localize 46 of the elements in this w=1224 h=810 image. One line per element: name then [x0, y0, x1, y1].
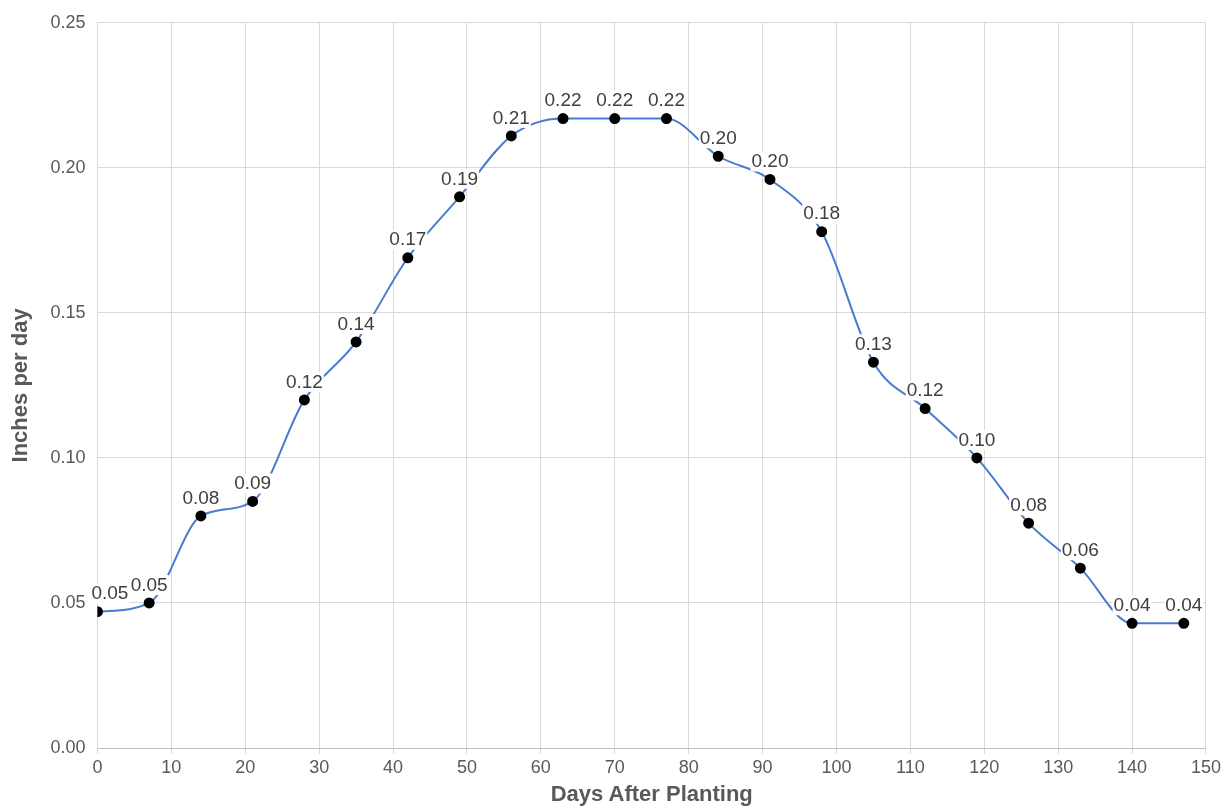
x-tick-label: 70 [604, 756, 625, 777]
data-label: 0.13 [854, 332, 892, 354]
y-tick-label: 0.25 [50, 11, 86, 32]
data-label: 0.06 [1061, 538, 1099, 560]
y-tick-label: 0.00 [50, 736, 86, 757]
data-label: 0.21 [492, 106, 530, 128]
x-tick-label: 120 [969, 756, 1000, 777]
data-label: 0.20 [751, 150, 789, 172]
x-tick-label: 110 [896, 756, 925, 777]
x-tick-label: 60 [530, 756, 551, 777]
data-label: 0.12 [906, 379, 944, 401]
x-tick-label: 150 [1190, 756, 1222, 777]
y-tick-label: 0.15 [50, 301, 86, 322]
x-tick-label: 80 [678, 756, 699, 777]
x-tick-label: 10 [161, 756, 182, 777]
data-label: 0.12 [285, 370, 323, 392]
data-label: 0.22 [596, 89, 634, 111]
x-tick-label: 40 [383, 756, 404, 777]
y-tick-label: 0.05 [50, 591, 86, 612]
x-tick-label: 30 [309, 756, 330, 777]
data-label: 0.14 [337, 312, 376, 334]
x-tick-label: 20 [235, 756, 256, 777]
data-label: 0.22 [648, 89, 685, 111]
data-label: 0.19 [441, 167, 479, 189]
data-label: 0.08 [1010, 493, 1048, 515]
data-label: 0.18 [803, 202, 841, 224]
x-tick-label: 0 [92, 756, 103, 777]
x-axis-title: Days After Planting [550, 780, 753, 806]
data-label: 0.09 [234, 472, 272, 494]
data-label: 0.17 [389, 228, 427, 250]
x-tick-label: 50 [456, 756, 477, 777]
y-axis-title: Inches per day [7, 307, 33, 463]
x-tick-label: 90 [752, 756, 773, 777]
y-tick-label: 0.10 [50, 446, 86, 467]
x-tick-label: 140 [1117, 756, 1148, 777]
data-label: 0.22 [544, 89, 582, 111]
data-label: 0.08 [182, 486, 220, 508]
data-label: 0.10 [958, 428, 996, 450]
data-label: 0.20 [699, 126, 737, 148]
x-tick-label: 130 [1043, 756, 1074, 777]
data-label: 0.05 [91, 582, 129, 604]
y-tick-label: 0.20 [50, 156, 86, 177]
data-label: 0.05 [130, 573, 168, 595]
data-label: 0.04 [1113, 594, 1151, 615]
data-label: 0.04 [1165, 594, 1203, 615]
x-tick-label: 100 [821, 756, 852, 777]
